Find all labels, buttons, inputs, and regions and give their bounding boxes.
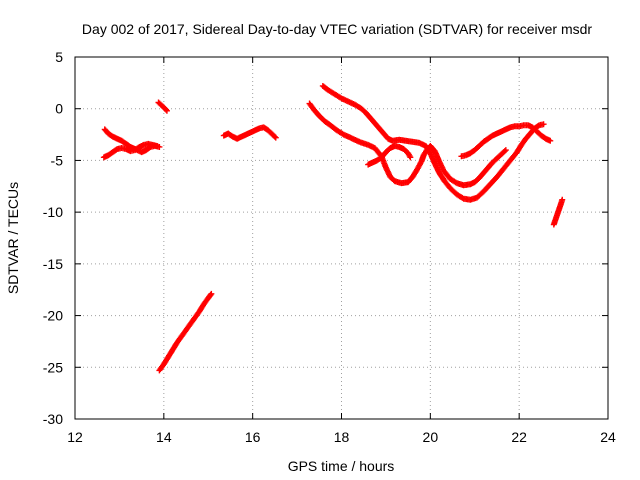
x-tick-label: 24 [600, 429, 616, 445]
x-tick-label: 18 [334, 429, 350, 445]
data-point [501, 148, 508, 155]
data-point [547, 137, 554, 144]
data-point [540, 121, 547, 128]
y-tick-label: -25 [43, 359, 63, 375]
data-points [100, 82, 566, 374]
x-tick-label: 16 [245, 429, 261, 445]
y-tick-label: -20 [43, 308, 63, 324]
x-axis-label: GPS time / hours [288, 458, 395, 474]
y-tick-label: -10 [43, 204, 63, 220]
y-tick-label: -30 [43, 411, 63, 427]
y-tick-label: 0 [55, 101, 63, 117]
grid-lines [75, 57, 608, 419]
data-point [208, 290, 215, 297]
data-point [559, 196, 566, 203]
data-point [272, 134, 279, 141]
data-point [163, 106, 170, 113]
data-point [271, 133, 278, 140]
plot-frame [74, 56, 609, 420]
data-point [154, 142, 161, 149]
y-tick-label: -5 [51, 152, 64, 168]
series-arc-g [319, 82, 547, 203]
series-arc-e [220, 124, 279, 142]
series-arc-j [550, 196, 566, 228]
x-tick-labels: 12 14 16 18 20 22 24 [67, 429, 616, 445]
x-tick-label: 20 [423, 429, 439, 445]
y-tick-label: 5 [55, 49, 63, 65]
x-tick-label: 22 [511, 429, 527, 445]
series-arc-h [365, 142, 414, 168]
chart-title: Day 002 of 2017, Sidereal Day-to-day VTE… [82, 21, 592, 37]
y-tick-labels: 5 0 -5 -10 -15 -20 -25 -30 [43, 49, 63, 427]
data-point [163, 107, 170, 114]
x-tick-label: 14 [156, 429, 172, 445]
series-arc-a [101, 126, 163, 156]
series-arc-c [155, 99, 170, 114]
x-tick-label: 12 [67, 429, 83, 445]
series-arc-d [156, 290, 215, 374]
data-point [407, 154, 414, 161]
series-arc-b [100, 140, 161, 161]
data-point [502, 147, 509, 154]
data-point [207, 291, 214, 298]
series-arc-i [458, 122, 554, 160]
y-tick-label: -15 [43, 256, 63, 272]
y-axis-label: SDTVAR / TECUs [5, 182, 21, 294]
